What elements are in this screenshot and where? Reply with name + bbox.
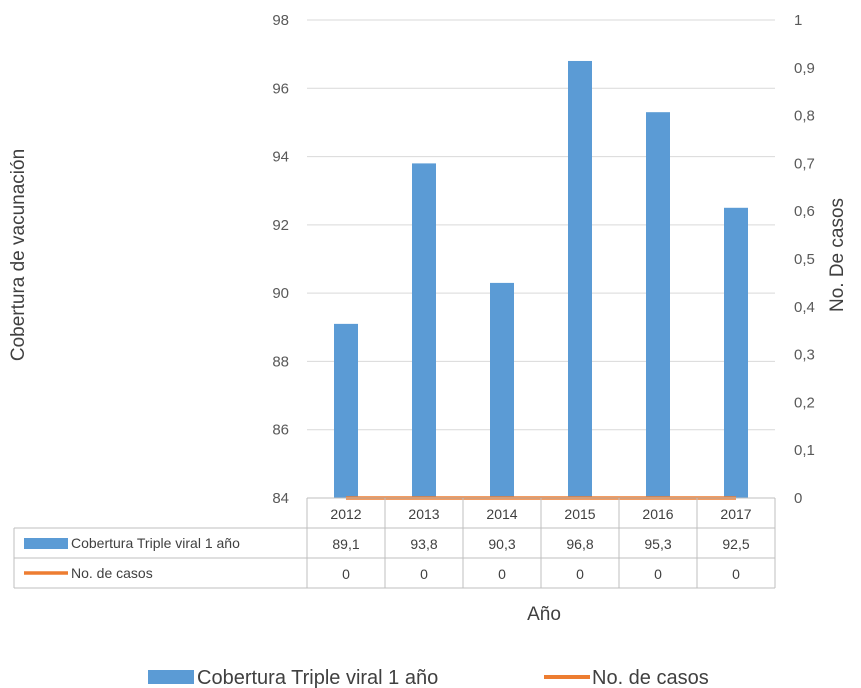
bar-series [334, 60, 748, 499]
y-axis-right-ticks: 0 0,1 0,2 0,3 0,4 0,5 0,6 0,7 0,8 0,9 1 [794, 12, 815, 507]
y-axis-left-ticks: 84 86 88 90 92 94 96 98 [272, 12, 289, 507]
bar [334, 323, 358, 498]
table-value-cell: 0 [420, 566, 428, 582]
y2-tick-label: 0,8 [794, 108, 815, 125]
table-value-cell: 96,8 [566, 536, 593, 552]
y2-tick-label: 1 [794, 12, 802, 29]
data-table: 2012 2013 2014 2015 2016 2017 Cobertura Triple… [13, 497, 776, 589]
series-name: No. de casos [71, 565, 153, 581]
series-name: Cobertura Triple viral 1 año [71, 535, 240, 551]
y-tick-label: 88 [272, 353, 289, 370]
bar [568, 60, 592, 498]
y2-tick-label: 0,2 [794, 394, 815, 411]
table-header-cell: 2012 [330, 506, 361, 522]
y-tick-label: 92 [272, 217, 289, 234]
y2-tick-label: 0,3 [794, 347, 815, 364]
y-tick-label: 90 [272, 285, 289, 302]
bar [490, 282, 514, 498]
bar [646, 112, 670, 498]
legend: Cobertura Triple viral 1 año No. de casos [148, 667, 709, 688]
y-tick-label: 96 [272, 80, 289, 97]
y2-axis-title: No. De casos [827, 198, 848, 312]
table-value-cell: 0 [654, 566, 662, 582]
y-tick-label: 94 [272, 149, 289, 166]
bar [724, 207, 748, 499]
table-value-cell: 90,3 [488, 536, 515, 552]
y-axis-title: Cobertura de vacunación [8, 149, 29, 361]
y2-tick-label: 0,6 [794, 203, 815, 220]
legend-bar-icon [148, 670, 194, 684]
y2-tick-label: 0 [794, 490, 802, 507]
table-value-cell: 92,5 [722, 536, 749, 552]
table-value-cell: 0 [342, 566, 350, 582]
gridlines [307, 19, 775, 499]
table-value-cell: 89,1 [332, 536, 359, 552]
table-value-cell: 0 [498, 566, 506, 582]
y2-tick-label: 0,1 [794, 442, 815, 459]
table-header-cell: 2013 [408, 506, 439, 522]
table-value-cell: 95,3 [644, 536, 671, 552]
table-value-cell: 0 [576, 566, 584, 582]
table-header-cell: 2015 [564, 506, 595, 522]
y-tick-label: 98 [272, 12, 289, 29]
legend-entry-label: No. de casos [592, 667, 709, 688]
table-value-cell: 93,8 [410, 536, 437, 552]
y2-tick-label: 0,9 [794, 60, 815, 77]
table-value-cell: 0 [732, 566, 740, 582]
table-header-cell: 2014 [486, 506, 517, 522]
series-key-bar-icon [24, 538, 68, 549]
y2-tick-label: 0,5 [794, 251, 815, 268]
table-header-cell: 2017 [720, 506, 751, 522]
table-header-cell: 2016 [642, 506, 673, 522]
y-tick-label: 84 [272, 490, 289, 507]
x-axis-title: Año [527, 604, 561, 625]
bar [412, 163, 436, 498]
y2-tick-label: 0,4 [794, 299, 815, 316]
y2-tick-label: 0,7 [794, 155, 815, 172]
y-tick-label: 86 [272, 422, 289, 439]
legend-entry-label: Cobertura Triple viral 1 año [197, 667, 438, 688]
